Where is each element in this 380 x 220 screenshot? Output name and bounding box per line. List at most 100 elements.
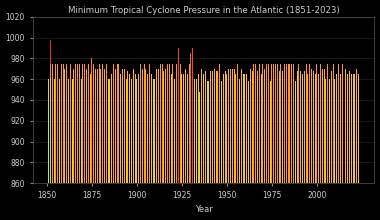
Bar: [342, 64, 343, 183]
Bar: [210, 98, 211, 183]
Bar: [304, 83, 305, 183]
Bar: [100, 69, 101, 183]
Bar: [324, 79, 325, 183]
Bar: [241, 69, 242, 183]
Bar: [95, 79, 96, 183]
Bar: [280, 64, 282, 183]
Bar: [151, 84, 152, 183]
Bar: [102, 64, 103, 183]
Bar: [194, 79, 195, 183]
Bar: [354, 74, 355, 183]
Bar: [135, 102, 136, 183]
Bar: [169, 79, 170, 183]
Bar: [77, 106, 78, 183]
Bar: [196, 112, 197, 183]
Bar: [356, 79, 357, 183]
Bar: [230, 69, 231, 183]
Bar: [167, 64, 168, 183]
Bar: [171, 92, 172, 183]
Bar: [329, 79, 330, 183]
Bar: [322, 69, 323, 183]
Bar: [205, 98, 206, 183]
Bar: [237, 64, 238, 183]
Bar: [48, 102, 49, 183]
Bar: [284, 64, 285, 183]
Bar: [109, 79, 110, 183]
Bar: [210, 71, 211, 183]
Bar: [358, 115, 359, 183]
Bar: [79, 79, 80, 183]
Bar: [162, 64, 163, 183]
Bar: [293, 79, 294, 183]
Bar: [97, 69, 98, 183]
Bar: [309, 79, 310, 183]
Bar: [113, 88, 114, 183]
Bar: [50, 79, 51, 183]
Bar: [183, 105, 184, 183]
Bar: [61, 64, 62, 183]
Bar: [225, 71, 226, 183]
Bar: [223, 106, 224, 183]
Bar: [98, 64, 100, 183]
Bar: [93, 79, 94, 183]
Bar: [136, 79, 137, 183]
Bar: [288, 64, 289, 183]
Bar: [354, 90, 355, 183]
Bar: [131, 79, 132, 183]
Bar: [88, 64, 89, 183]
Bar: [181, 74, 182, 183]
Bar: [50, 64, 51, 183]
Bar: [113, 64, 114, 183]
Bar: [66, 102, 67, 183]
Bar: [261, 74, 262, 183]
Bar: [295, 98, 296, 183]
Bar: [163, 98, 165, 183]
Bar: [246, 74, 247, 183]
Bar: [331, 71, 332, 183]
Bar: [307, 74, 309, 183]
Bar: [181, 115, 182, 183]
Bar: [273, 64, 274, 183]
Bar: [246, 106, 247, 183]
Bar: [252, 95, 253, 183]
Bar: [320, 64, 321, 183]
Bar: [187, 112, 188, 183]
Bar: [66, 79, 67, 183]
Bar: [252, 71, 253, 183]
Bar: [318, 90, 319, 183]
Bar: [244, 110, 245, 183]
Bar: [120, 74, 121, 183]
Bar: [261, 95, 262, 183]
Bar: [264, 69, 265, 183]
Bar: [68, 90, 69, 183]
Bar: [190, 53, 192, 183]
Bar: [160, 64, 161, 183]
Bar: [241, 88, 242, 183]
Bar: [288, 79, 289, 183]
Bar: [351, 100, 352, 183]
Bar: [111, 88, 112, 183]
Bar: [108, 100, 109, 183]
Bar: [147, 102, 148, 183]
Bar: [136, 142, 137, 183]
Bar: [196, 95, 197, 183]
Bar: [120, 84, 121, 183]
Bar: [309, 64, 310, 183]
Bar: [118, 79, 119, 183]
Bar: [282, 71, 283, 183]
Bar: [174, 79, 175, 183]
Bar: [214, 79, 215, 183]
Bar: [295, 81, 296, 183]
Bar: [86, 69, 87, 183]
Bar: [194, 131, 195, 183]
Bar: [97, 101, 98, 183]
Bar: [255, 79, 256, 183]
Bar: [270, 98, 271, 183]
Bar: [266, 64, 267, 183]
Bar: [344, 79, 345, 183]
Bar: [165, 79, 166, 183]
Bar: [55, 64, 56, 183]
Bar: [122, 69, 123, 183]
Bar: [102, 88, 103, 183]
Bar: [221, 100, 222, 183]
